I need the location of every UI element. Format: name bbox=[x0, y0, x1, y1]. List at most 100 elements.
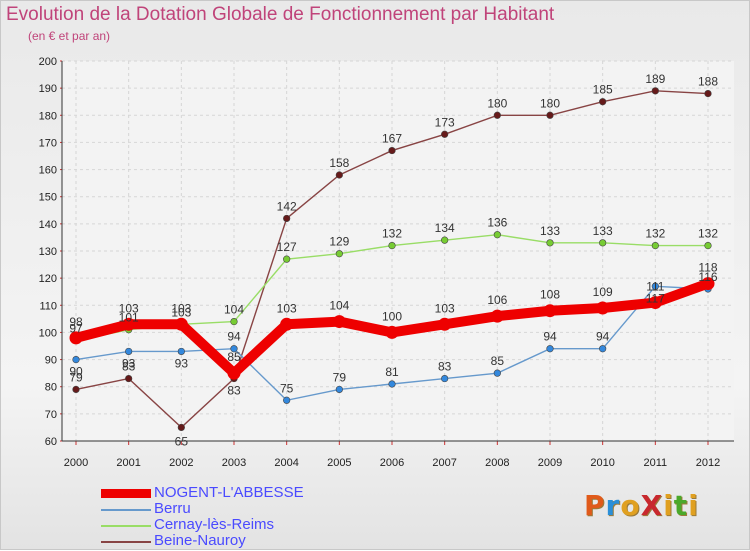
point-cernay-l-s-reims-2010 bbox=[599, 239, 607, 247]
point-beine-nauroy-2005 bbox=[335, 171, 343, 179]
label-cernay-l-s-reims-2008: 136 bbox=[487, 216, 507, 230]
x-tick-2005: 2005 bbox=[327, 457, 351, 469]
legend-item-berru: Berru bbox=[101, 500, 401, 517]
point-berru-2005 bbox=[335, 385, 343, 394]
label-beine-nauroy-2009: 180 bbox=[540, 96, 560, 110]
point-cernay-l-s-reims-2011 bbox=[651, 241, 659, 250]
label-beine-nauroy-2003: 83 bbox=[227, 384, 241, 398]
point-cernay-l-s-reims-2012 bbox=[704, 241, 712, 250]
logo-letter: t bbox=[673, 489, 689, 522]
legend-swatch-berru bbox=[101, 509, 151, 511]
label-cernay-l-s-reims-2003: 104 bbox=[224, 303, 244, 317]
logo-letter: X bbox=[640, 489, 664, 522]
logo-letter: o bbox=[620, 489, 641, 522]
point-nogent-l-abbesse-2004 bbox=[280, 317, 294, 331]
label-beine-nauroy-2000: 79 bbox=[69, 370, 83, 384]
label-nogent-l-abbesse-2007: 103 bbox=[435, 301, 455, 315]
chart-subtitle: (en € et par an) bbox=[28, 29, 111, 43]
label-beine-nauroy-2001: 83 bbox=[122, 360, 136, 374]
point-berru-2009 bbox=[546, 345, 554, 353]
logo-letter: i bbox=[663, 489, 674, 522]
point-nogent-l-abbesse-2003 bbox=[227, 366, 241, 380]
y-tick-200: 200 bbox=[39, 56, 57, 68]
y-tick-120: 120 bbox=[39, 273, 57, 285]
point-cernay-l-s-reims-2003 bbox=[230, 317, 238, 326]
legend-swatch-nogent bbox=[101, 489, 151, 498]
point-berru-2010 bbox=[599, 345, 607, 353]
point-berru-2002 bbox=[177, 347, 185, 356]
label-cernay-l-s-reims-2000: 97 bbox=[69, 322, 83, 336]
label-cernay-l-s-reims-2002: 103 bbox=[171, 305, 191, 319]
x-tick-2001: 2001 bbox=[116, 457, 140, 469]
label-nogent-l-abbesse-2000: 98 bbox=[69, 315, 83, 329]
label-berru-2001: 93 bbox=[122, 356, 136, 370]
label-nogent-l-abbesse-2004: 103 bbox=[277, 301, 297, 315]
y-tick-70: 70 bbox=[45, 409, 57, 421]
point-berru-2003 bbox=[230, 345, 238, 353]
legend-label-cernay: Cernay-lès-Reims bbox=[154, 516, 275, 533]
legend-item-cernay: Cernay-lès-Reims bbox=[101, 516, 401, 533]
label-beine-nauroy-2005: 158 bbox=[329, 156, 349, 170]
x-tick-2006: 2006 bbox=[380, 457, 404, 469]
point-nogent-l-abbesse-2008 bbox=[490, 309, 504, 323]
y-tick-100: 100 bbox=[39, 327, 57, 339]
legend-item-nogent: NOGENT-L'ABBESSE bbox=[101, 484, 401, 501]
label-berru-2000: 90 bbox=[69, 365, 83, 379]
point-cernay-l-s-reims-2007 bbox=[441, 236, 449, 244]
y-tick-60: 60 bbox=[45, 436, 57, 448]
label-beine-nauroy-2004: 142 bbox=[277, 199, 297, 213]
x-tick-2002: 2002 bbox=[169, 457, 193, 469]
point-beine-nauroy-2000 bbox=[72, 385, 80, 394]
y-tick-160: 160 bbox=[39, 165, 57, 177]
label-cernay-l-s-reims-2011: 132 bbox=[645, 227, 665, 241]
label-berru-2006: 81 bbox=[385, 365, 399, 379]
y-tick-80: 80 bbox=[45, 382, 57, 394]
label-berru-2007: 83 bbox=[438, 360, 452, 374]
y-tick-190: 190 bbox=[39, 83, 57, 95]
point-cernay-l-s-reims-2009 bbox=[546, 239, 554, 247]
point-berru-2008 bbox=[493, 369, 501, 377]
label-cernay-l-s-reims-2007: 134 bbox=[435, 221, 455, 235]
point-cernay-l-s-reims-2008 bbox=[493, 231, 501, 239]
point-cernay-l-s-reims-2005 bbox=[335, 250, 343, 258]
label-nogent-l-abbesse-2006: 100 bbox=[382, 309, 402, 323]
logo-letter: i bbox=[688, 489, 699, 522]
legend-label-beine: Beine-Nauroy bbox=[154, 532, 246, 549]
x-tick-2003: 2003 bbox=[222, 457, 246, 469]
point-nogent-l-abbesse-2007 bbox=[438, 317, 452, 331]
label-cernay-l-s-reims-2005: 129 bbox=[329, 235, 349, 249]
point-berru-2004 bbox=[283, 396, 291, 404]
label-beine-nauroy-2008: 180 bbox=[487, 96, 507, 110]
label-nogent-l-abbesse-2012: 118 bbox=[698, 261, 717, 275]
point-beine-nauroy-2008 bbox=[493, 111, 501, 119]
x-tick-2004: 2004 bbox=[274, 457, 298, 469]
tick-labels: 60 70 80 90 100 110 120 130 140 150 160 170 180 190 20… bbox=[39, 56, 721, 469]
label-cernay-l-s-reims-2001: 101 bbox=[119, 311, 139, 325]
x-tick-2009: 2009 bbox=[538, 457, 562, 469]
label-nogent-l-abbesse-2005: 104 bbox=[329, 299, 349, 313]
proxiti-logo: ProXiti bbox=[584, 489, 699, 522]
label-beine-nauroy-2007: 173 bbox=[435, 115, 455, 129]
point-nogent-l-abbesse-2009 bbox=[543, 304, 557, 318]
point-berru-2007 bbox=[441, 374, 449, 383]
label-berru-2003: 94 bbox=[227, 330, 241, 344]
legend-label-berru: Berru bbox=[154, 500, 191, 517]
label-nogent-l-abbesse-2002: 103 bbox=[171, 301, 191, 315]
point-nogent-l-abbesse-2002 bbox=[174, 317, 188, 331]
legend: NOGENT-L'ABBESSE Berru Cernay-lès-Reims … bbox=[101, 484, 401, 549]
point-berru-2006 bbox=[388, 380, 396, 388]
point-cernay-l-s-reims-2006 bbox=[388, 241, 396, 250]
point-nogent-l-abbesse-2011 bbox=[648, 296, 662, 310]
label-nogent-l-abbesse-2003: 85 bbox=[227, 350, 241, 364]
label-cernay-l-s-reims-2004: 127 bbox=[277, 240, 297, 254]
point-nogent-l-abbesse-2012 bbox=[701, 277, 715, 291]
label-nogent-l-abbesse-2010: 109 bbox=[593, 285, 613, 299]
label-nogent-l-abbesse-2001: 103 bbox=[119, 301, 139, 315]
x-tick-2010: 2010 bbox=[590, 457, 614, 469]
axes bbox=[60, 60, 734, 445]
y-tick-90: 90 bbox=[45, 355, 57, 367]
x-tick-2011: 2011 bbox=[644, 457, 668, 469]
point-berru-2000 bbox=[72, 355, 80, 364]
